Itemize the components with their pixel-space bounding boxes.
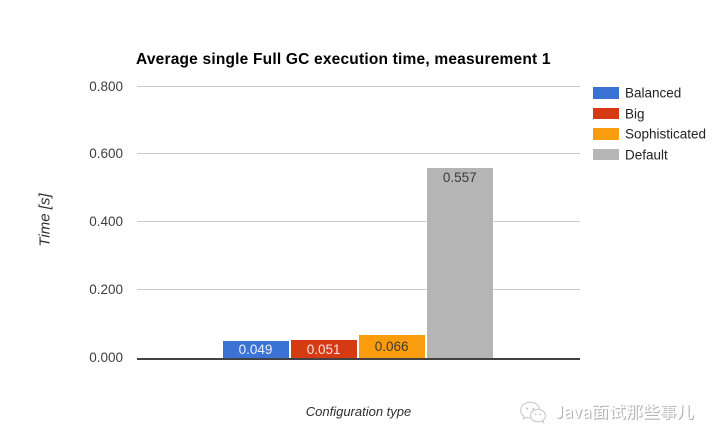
x-axis-title: Configuration type [305,404,412,419]
legend-label: Big [625,105,645,121]
bar-balanced [222,340,289,358]
bar-value-label: 0.557 [442,170,477,186]
wechat-logo-icon [520,401,546,424]
y-tick-label: 0.800 [89,78,123,94]
bar-value-label: 0.066 [374,339,409,355]
legend-label: Sophisticated [625,126,707,142]
bar-default [426,168,493,358]
plot-area: 0.049 0.051 0.066 0.557 [137,85,580,358]
legend-swatch [593,107,619,119]
x-axis-line [137,357,580,360]
watermark-text-vector [555,403,695,421]
bar-value-label: 0.051 [306,341,341,357]
bar-sophisticated [358,335,425,358]
gridline [137,153,580,155]
chart-title: Average single Full GC execution time, m… [136,51,551,68]
bar-value-label: 0.049 [238,342,273,358]
bar-big [290,340,357,358]
legend-label: Balanced [625,85,682,101]
y-tick-label: 0.600 [89,146,123,162]
gridline [137,221,580,223]
y-axis-title-text: Time [s] [36,192,53,247]
gridline [137,85,580,87]
y-tick-label: 0.400 [89,214,123,230]
watermark: Java面试那些事儿 [519,400,705,428]
legend-swatch [593,148,619,160]
y-tick-label: 0.000 [89,350,123,365]
legend-label: Default [625,146,668,162]
legend-swatch [593,128,619,140]
y-tick-label: 0.200 [89,282,123,298]
legend-swatch [593,87,619,99]
gridline [137,289,580,291]
